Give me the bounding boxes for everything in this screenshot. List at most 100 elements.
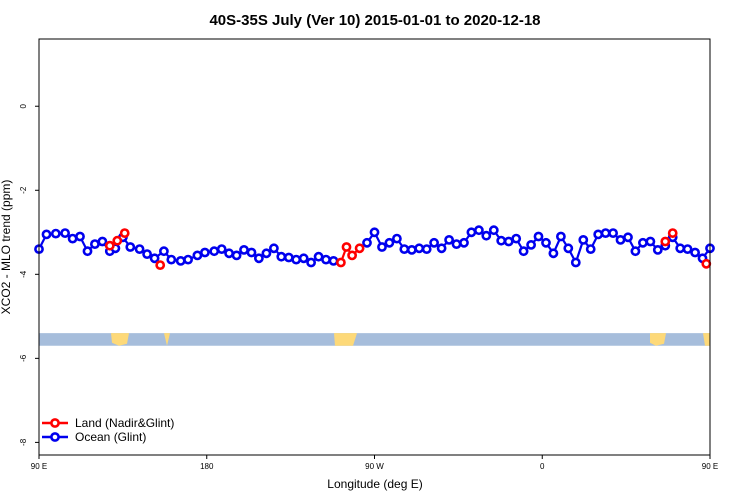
data-point-0-73 xyxy=(615,234,626,245)
data-point-1-2 xyxy=(119,228,130,238)
data-point-0-14 xyxy=(142,249,152,259)
data-point-1-9 xyxy=(667,228,678,238)
data-point-0-34 xyxy=(298,253,309,264)
legend: Land (Nadir&Glint)Ocean (Glint) xyxy=(42,416,174,444)
legend-marker-1 xyxy=(50,432,60,442)
data-point-0-70 xyxy=(593,229,604,240)
data-point-1-8 xyxy=(660,236,671,247)
data-point-0-49 xyxy=(436,243,447,254)
x-axis-label: Longitude (deg E) xyxy=(327,477,422,491)
data-point-0-63 xyxy=(541,237,551,248)
data-point-0-30 xyxy=(268,243,279,254)
data-point-0-29 xyxy=(261,248,272,259)
y-tick-label-4: -8 xyxy=(19,438,28,446)
data-point-0-65 xyxy=(556,231,566,242)
data-point-0-62 xyxy=(533,231,544,242)
data-point-0-23 xyxy=(216,244,227,254)
data-point-0-50 xyxy=(444,234,454,245)
data-point-0-46 xyxy=(414,243,425,254)
data-point-0-76 xyxy=(638,237,648,248)
data-point-0-64 xyxy=(548,248,559,259)
x-tick-label-1: 180 xyxy=(200,462,214,471)
x-tick-label-2: 90 W xyxy=(365,462,384,471)
data-point-0-38 xyxy=(328,255,339,266)
data-point-0-77 xyxy=(645,236,656,247)
data-point-0-48 xyxy=(429,237,439,248)
data-point-0-5 xyxy=(75,231,85,242)
data-point-0-1 xyxy=(41,229,52,240)
data-point-0-16 xyxy=(158,246,169,257)
map-land-new-zealand-repeat xyxy=(703,333,710,346)
data-point-1-6 xyxy=(347,250,357,261)
data-point-0-55 xyxy=(481,230,492,241)
data-point-0-66 xyxy=(563,243,574,254)
map-land-australia-repeat xyxy=(650,333,666,346)
data-point-0-83 xyxy=(690,247,700,258)
data-point-0-59 xyxy=(511,233,522,244)
x-tick-label-0: 90 E xyxy=(31,462,47,471)
data-point-0-68 xyxy=(578,234,589,245)
data-point-0-54 xyxy=(473,225,484,236)
y-axis: 0 -2 -4 -6 -8 xyxy=(19,103,39,446)
data-point-0-72 xyxy=(608,228,618,238)
data-point-0-51 xyxy=(451,239,462,249)
x-axis: 90 E 180 90 W 0 90 E xyxy=(31,455,718,471)
legend-label-0: Land (Nadir&Glint) xyxy=(75,416,174,430)
data-point-1-3 xyxy=(155,260,166,270)
data-point-0-20 xyxy=(192,250,203,261)
data-point-0-8 xyxy=(97,236,108,247)
map-strip xyxy=(39,333,710,346)
data-point-0-74 xyxy=(623,232,633,243)
y-axis-label: XCO2 - MLO trend (ppm) xyxy=(0,180,13,315)
data-point-1-0 xyxy=(104,240,115,251)
data-point-0-41 xyxy=(377,242,387,252)
data-point-1-10 xyxy=(701,258,712,269)
map-land-south-america xyxy=(334,333,357,346)
data-point-0-78 xyxy=(652,244,663,255)
data-point-0-25 xyxy=(231,250,242,261)
data-point-0-42 xyxy=(384,237,395,248)
data-point-1-5 xyxy=(341,242,352,252)
data-point-0-3 xyxy=(60,228,70,238)
y-tick-label-0: 0 xyxy=(19,103,28,108)
data-point-0-31 xyxy=(276,251,287,262)
data-point-0-19 xyxy=(183,254,193,265)
data-point-0-75 xyxy=(630,246,641,257)
data-point-0-40 xyxy=(369,227,380,238)
data-point-0-58 xyxy=(503,236,514,247)
map-land-new-zealand xyxy=(164,333,170,346)
data-point-0-69 xyxy=(585,244,596,254)
chart-title: 40S-35S July (Ver 10) 2015-01-01 to 2020… xyxy=(209,12,540,29)
data-point-0-67 xyxy=(570,257,581,268)
data-point-0-44 xyxy=(399,244,410,254)
data-point-0-17 xyxy=(166,254,177,265)
data-point-0-39 xyxy=(362,237,372,248)
data-point-0-26 xyxy=(239,244,249,255)
data-point-1-4 xyxy=(335,257,346,268)
data-point-0-47 xyxy=(421,244,432,254)
data-point-0-53 xyxy=(466,227,477,238)
data-point-0-7 xyxy=(90,239,100,249)
data-point-0-21 xyxy=(199,247,210,258)
data-point-0-81 xyxy=(675,243,686,254)
data-point-0-27 xyxy=(246,247,257,258)
data-point-0-43 xyxy=(391,233,402,244)
data-point-0-61 xyxy=(526,239,536,250)
y-tick-label-1: -2 xyxy=(19,186,28,194)
data-point-0-82 xyxy=(682,244,693,254)
y-tick-label-2: -4 xyxy=(19,270,28,278)
data-point-1-1 xyxy=(112,235,123,246)
data-point-0-22 xyxy=(209,246,220,257)
data-point-0-2 xyxy=(50,228,61,239)
data-point-0-37 xyxy=(321,254,331,265)
data-point-0-60 xyxy=(518,246,529,257)
data-point-1-7 xyxy=(354,243,365,254)
data-point-0-35 xyxy=(306,257,316,268)
data-point-0-71 xyxy=(600,228,611,238)
data-point-0-57 xyxy=(496,235,507,246)
data-point-0-33 xyxy=(291,254,302,265)
data-point-0-24 xyxy=(224,248,234,259)
data-point-0-6 xyxy=(82,246,93,257)
data-point-0-56 xyxy=(488,225,499,236)
